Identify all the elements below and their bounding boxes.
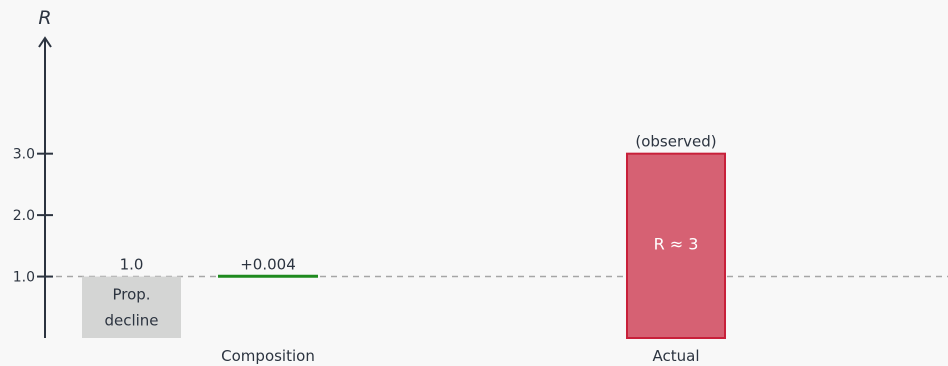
y-axis-title: R bbox=[38, 7, 51, 29]
y-tick-label: 3.0 bbox=[13, 147, 35, 163]
category-label-actual: Actual bbox=[653, 347, 700, 365]
category-label-composition: Composition bbox=[221, 347, 315, 365]
bar-prop-decline-inner-line1: Prop. bbox=[112, 286, 150, 304]
bar-observed-value: (observed) bbox=[635, 133, 716, 151]
bar-observed bbox=[626, 152, 726, 339]
bar-prop-decline-value: 1.0 bbox=[120, 256, 144, 274]
y-axis-arrow-icon bbox=[38, 36, 52, 48]
y-tick-label: 2.0 bbox=[13, 208, 35, 224]
bar-observed-inner-label: R ≈ 3 bbox=[654, 235, 699, 254]
bar-prop-decline-inner-line2: decline bbox=[104, 312, 158, 330]
bar-prop-decline bbox=[82, 276, 181, 338]
bar-composition-effect-value: +0.004 bbox=[240, 255, 296, 273]
y-ticks: 1.0 2.0 3.0 bbox=[13, 147, 53, 286]
y-tick-label: 1.0 bbox=[13, 270, 35, 286]
